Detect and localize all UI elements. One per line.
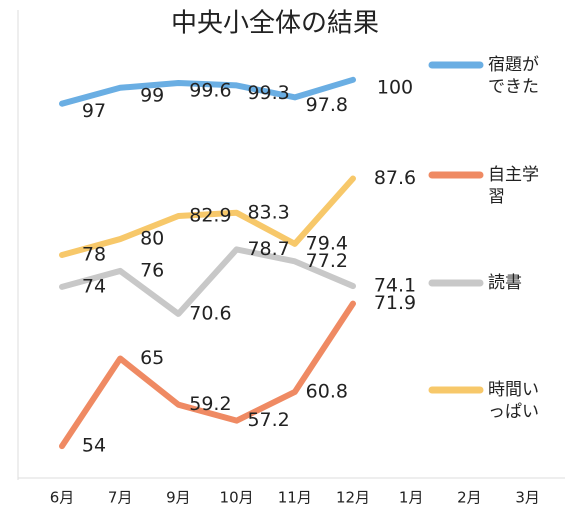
data-label: 100 xyxy=(377,76,413,98)
data-label: 78.7 xyxy=(247,238,289,260)
data-label: 70.6 xyxy=(189,302,231,324)
data-label: 79.4 xyxy=(306,232,348,254)
data-label: 87.6 xyxy=(374,167,416,189)
data-label: 59.2 xyxy=(189,393,231,415)
x-tick-label: 3月 xyxy=(515,489,540,507)
x-tick-label: 1月 xyxy=(399,489,424,507)
chart-title: 中央小全体の結果 xyxy=(171,9,379,39)
x-tick-label: 9月 xyxy=(166,489,191,507)
data-label: 97.8 xyxy=(306,94,348,116)
series-line xyxy=(59,300,356,450)
legend-label: 自主学習 xyxy=(488,165,539,207)
data-label: 76 xyxy=(140,259,164,281)
legend-item: 時間いっぱい xyxy=(488,380,539,422)
data-label: 60.8 xyxy=(306,380,348,402)
data-label: 99 xyxy=(140,84,164,106)
legend-label: 宿題ができた xyxy=(488,55,539,97)
series-line xyxy=(59,175,356,258)
x-tick-label: 10月 xyxy=(220,489,254,507)
data-label: 77.2 xyxy=(306,250,348,272)
data-label: 83.3 xyxy=(247,201,289,223)
x-tick-label: 12月 xyxy=(336,489,370,507)
x-tick-label: 7月 xyxy=(108,489,133,507)
data-label: 54 xyxy=(82,435,106,457)
series-line xyxy=(59,246,356,317)
x-tick-label: 2月 xyxy=(457,489,482,507)
data-label: 97 xyxy=(82,100,106,122)
legend-label: 時間いっぱい xyxy=(488,380,539,422)
legend-item: 宿題ができた xyxy=(488,55,539,97)
data-label: 74.1 xyxy=(374,275,416,297)
data-label: 99.3 xyxy=(247,82,289,104)
series-line xyxy=(59,76,356,107)
data-label: 80 xyxy=(140,228,164,250)
data-label: 82.9 xyxy=(189,204,231,226)
data-label: 57.2 xyxy=(247,409,289,431)
data-label: 78 xyxy=(82,244,106,266)
data-label: 71.9 xyxy=(374,292,416,314)
legend-label: 読書 xyxy=(488,273,522,293)
x-tick-label: 11月 xyxy=(278,489,312,507)
legend-item: 読書 xyxy=(488,273,522,293)
data-label: 65 xyxy=(140,347,164,369)
data-label: 99.6 xyxy=(189,80,231,102)
legend-item: 自主学習 xyxy=(488,165,539,207)
data-label: 74 xyxy=(82,275,106,297)
x-tick-label: 6月 xyxy=(50,489,75,507)
